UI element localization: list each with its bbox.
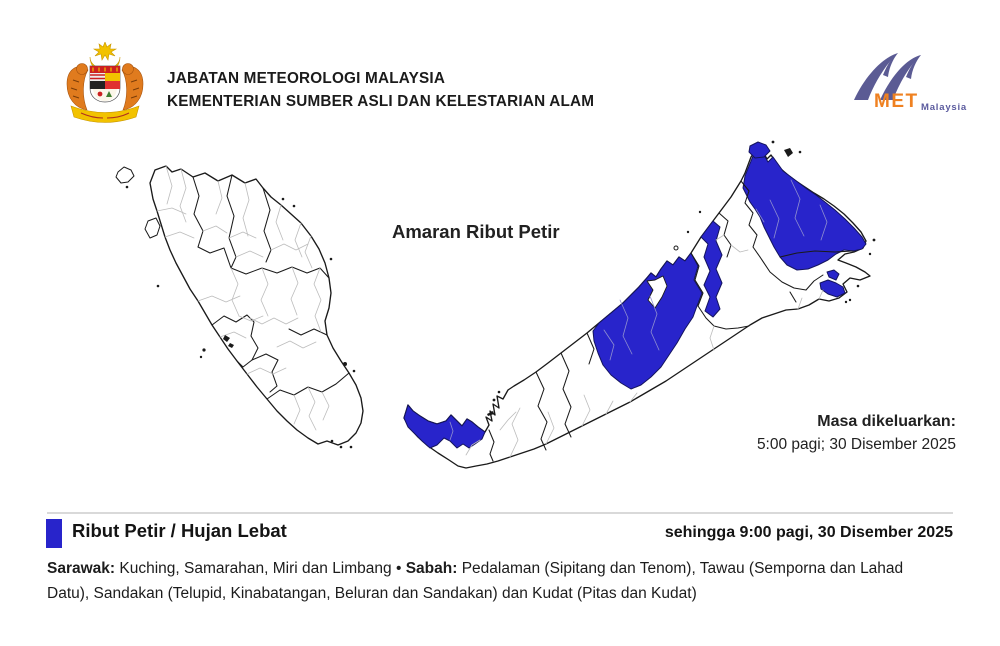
peninsula-district-lines — [156, 165, 330, 431]
met-logo-subtext: Malaysia — [921, 102, 967, 113]
sarawak-areas: Kuching, Samarahan, Miri dan Limbang — [115, 560, 396, 577]
borneo-islands — [487, 140, 876, 416]
borneo-district-lines — [465, 234, 824, 458]
agency-name: JABATAN METEOROLOGI MALAYSIA — [167, 70, 446, 87]
met-logo-text: MET — [874, 91, 919, 112]
map-region-pedalaman-sipitang-tenom — [700, 220, 723, 318]
peninsula-outline — [149, 165, 364, 446]
penang-island — [144, 217, 161, 239]
ministry-name: KEMENTERIAN SUMBER ASLI DAN KELESTARIAN … — [167, 93, 595, 110]
divider-line — [47, 512, 953, 514]
legend-validity: sehingga 9:00 pagi, 30 Disember 2025 — [664, 524, 953, 541]
coat-of-arms-logo — [66, 42, 144, 123]
met-malaysia-logo: MET Malaysia — [854, 53, 967, 113]
issued-label: Masa dikeluarkan: — [817, 413, 956, 430]
legend-label: Ribut Petir / Hujan Lebat — [72, 520, 287, 541]
legend-color-swatch — [46, 519, 62, 548]
sabah-label: Sabah: — [405, 560, 458, 577]
map-region-miri-limbang — [592, 252, 703, 390]
bullet-separator: • — [395, 560, 406, 577]
langkawi-island — [115, 166, 135, 184]
crest-star-icon — [92, 42, 118, 61]
met-swoosh-icon — [854, 53, 921, 100]
issued-block: Masa dikeluarkan: 5:00 pagi; 30 Disember… — [757, 410, 956, 456]
map-region-semporna — [819, 279, 846, 298]
crest-right-tiger-icon — [121, 63, 144, 111]
sarawak-label: Sarawak: — [47, 560, 116, 577]
crest-banner-icon — [70, 105, 140, 123]
crest-shield-icon — [89, 65, 121, 103]
peninsula-islands — [125, 185, 356, 449]
map-title: Amaran Ribut Petir — [392, 221, 560, 242]
issued-value: 5:00 pagi; 30 Disember 2025 — [756, 436, 956, 453]
affected-areas-text: Sarawak: Kuching, Samarahan, Miri dan Li… — [47, 556, 931, 606]
borneo-warned-district-lines — [449, 179, 828, 441]
header-titles: JABATAN METEOROLOGI MALAYSIA KEMENTERIAN… — [167, 67, 594, 113]
map-borneo — [403, 140, 876, 469]
map-region-banggi-island — [748, 141, 771, 159]
crest-left-tiger-icon — [66, 63, 89, 111]
map-region-kuching-samarahan — [403, 404, 486, 449]
map-peninsular-malaysia — [115, 165, 364, 449]
borneo-state-borders — [488, 180, 854, 462]
map-brunei-gap — [646, 275, 668, 309]
sabah-areas: Pedalaman (Sipitang dan Tenom), Tawau (S… — [47, 560, 904, 602]
map-region-lahad-datu — [826, 269, 840, 281]
